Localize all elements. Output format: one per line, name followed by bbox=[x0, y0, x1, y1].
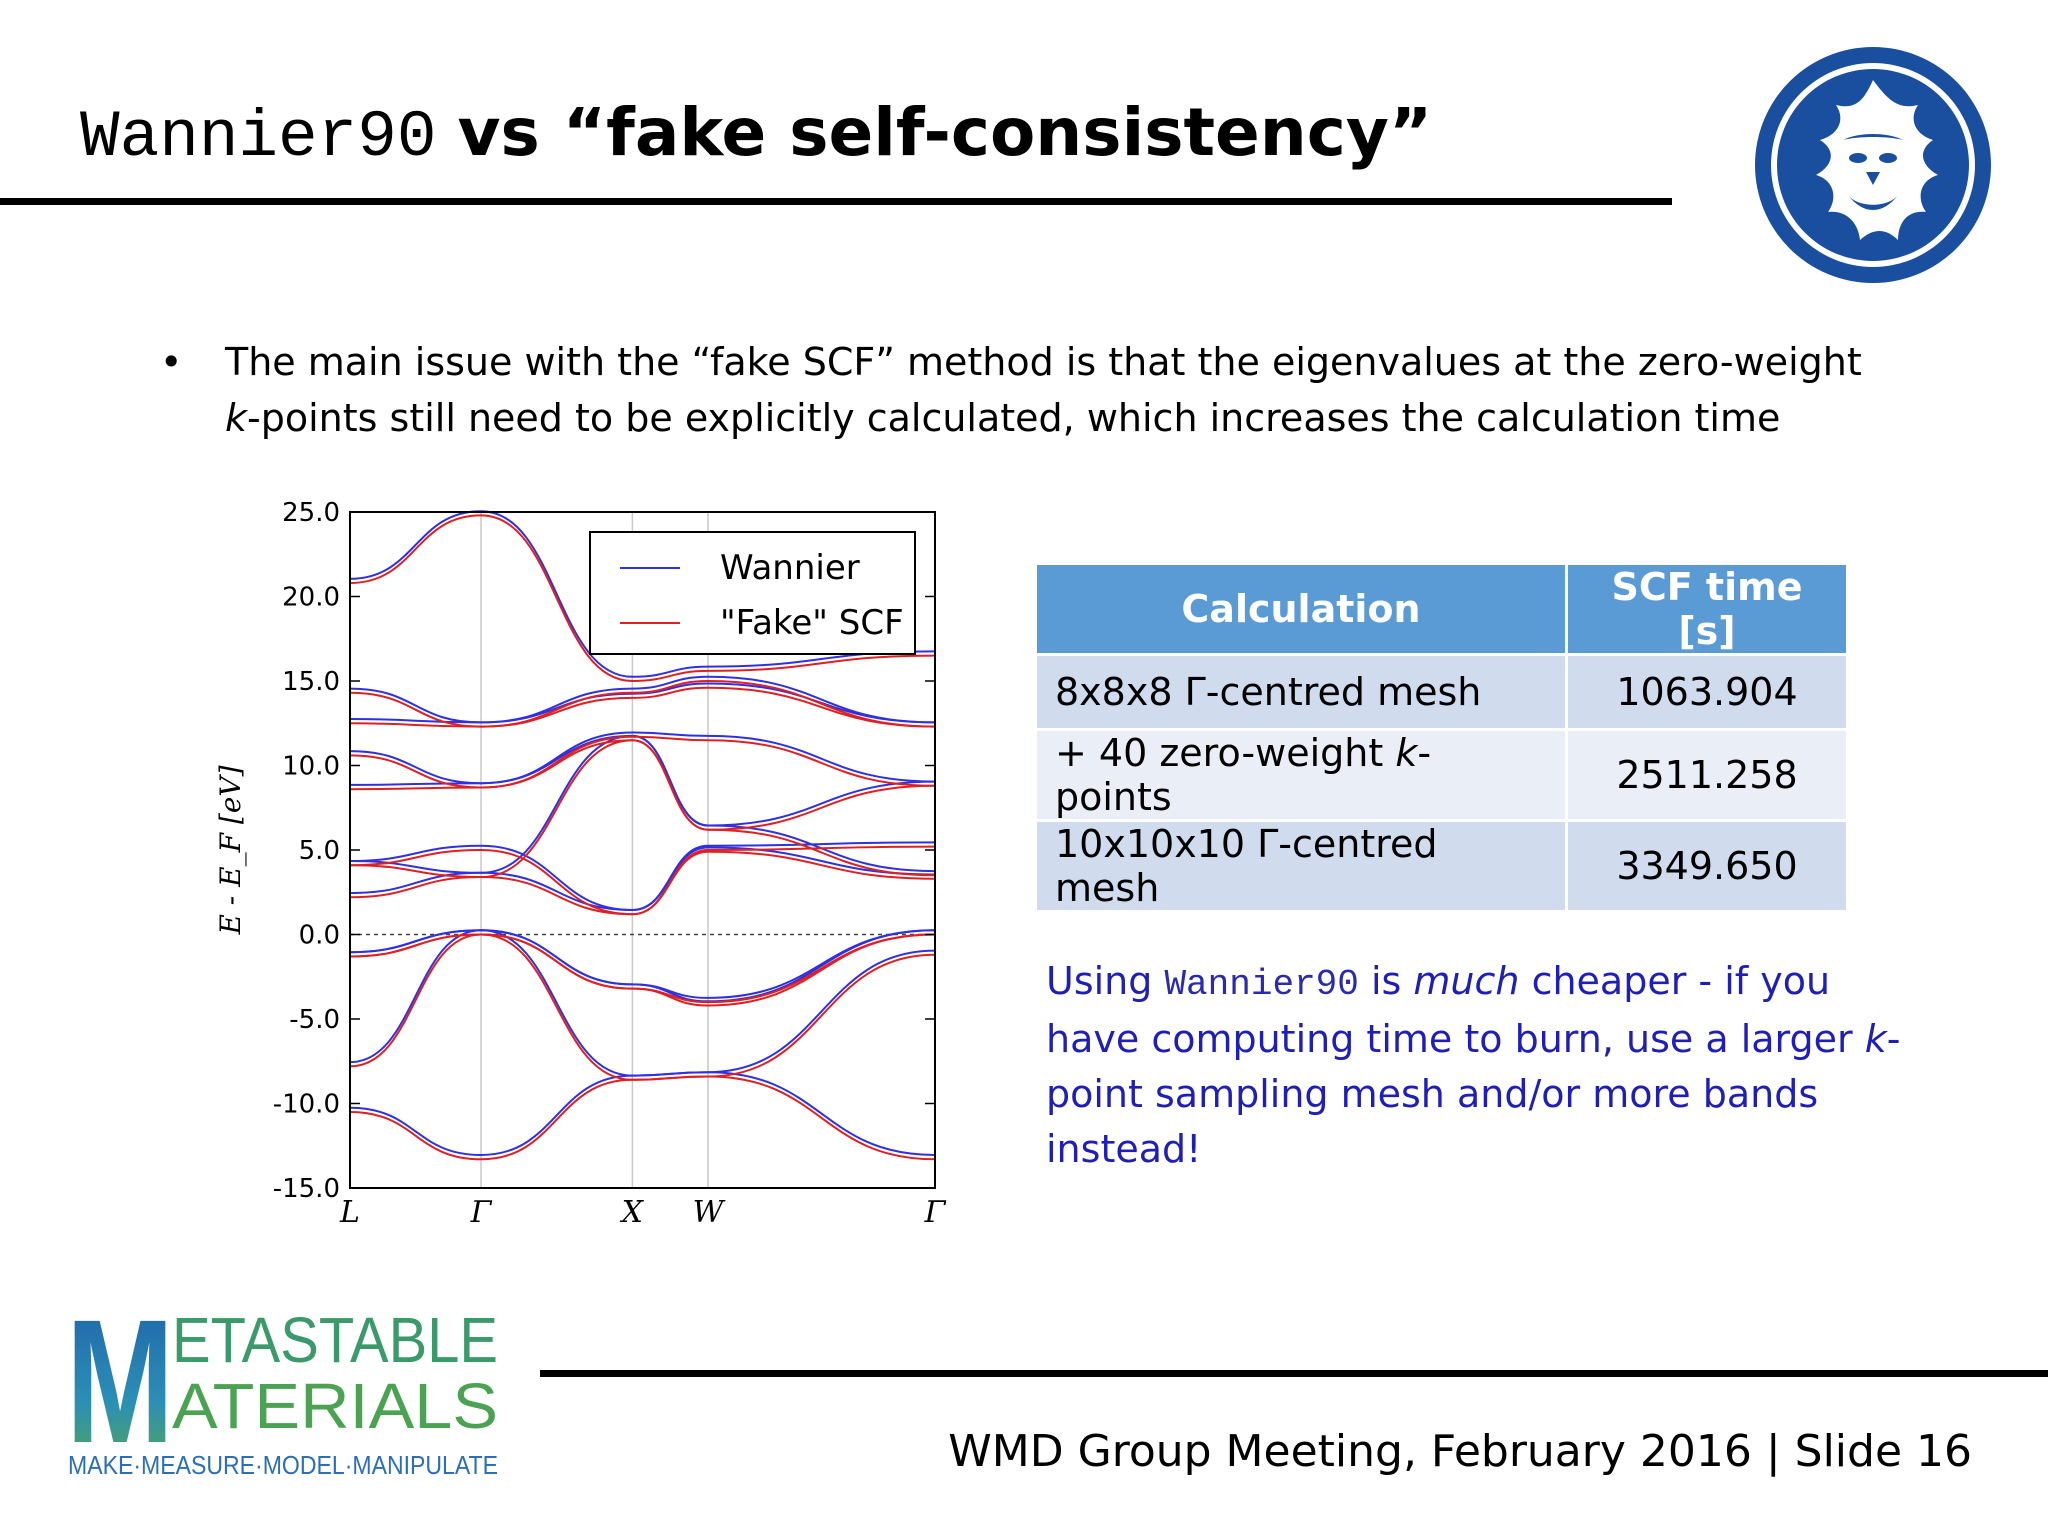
x-tick-label: L bbox=[339, 1195, 360, 1230]
scf-time-table: Calculation SCF time [s] 8x8x8 Γ-centred… bbox=[1034, 562, 1849, 913]
x-tick-label: Γ bbox=[924, 1195, 947, 1230]
conclusion-note: Using Wannier90 is much cheaper - if you… bbox=[1046, 959, 1901, 1171]
wannier-band-line bbox=[349, 1071, 936, 1157]
cell-time: 1063.904 bbox=[1568, 656, 1846, 728]
table-row: 10x10x10 Γ-centred mesh 3349.650 bbox=[1037, 822, 1846, 910]
bullet-text: The main issue with the “fake SCF” metho… bbox=[225, 340, 1862, 440]
cell-time: 2511.258 bbox=[1568, 731, 1846, 819]
legend-label: "Fake" SCF bbox=[720, 603, 904, 643]
y-axis-label: E - E_F [eV] bbox=[214, 765, 247, 935]
footer-text: WMD Group Meeting, February 2016 | Slide… bbox=[948, 1426, 1972, 1477]
bullet-point: • The main issue with the “fake SCF” met… bbox=[160, 334, 1900, 446]
logo-line1: ETASTABLE bbox=[172, 1304, 498, 1376]
fake-scf-band-line bbox=[349, 933, 936, 1004]
logo-big-letter: M bbox=[66, 1304, 174, 1479]
title-bold: vs “fake self-consistency” bbox=[457, 94, 1433, 171]
table-row: + 40 zero-weight k-points 2511.258 bbox=[1037, 731, 1846, 819]
x-tick-label: X bbox=[620, 1195, 645, 1230]
fake-scf-band-line bbox=[349, 686, 936, 728]
table-header-row: Calculation SCF time [s] bbox=[1037, 565, 1846, 653]
title-mono: Wannier90 bbox=[80, 100, 437, 175]
footer-divider bbox=[540, 1370, 2048, 1377]
wannier-band-line bbox=[349, 929, 936, 999]
metastable-materials-logo: M ETASTABLE ATERIALS MAKE·MEASURE·MODEL·… bbox=[66, 1304, 498, 1479]
fake-scf-band-line bbox=[349, 739, 936, 831]
cell-calc: 10x10x10 Γ-centred mesh bbox=[1037, 822, 1565, 910]
title-divider bbox=[0, 198, 1672, 205]
y-tick-label: 5.0 bbox=[299, 836, 340, 866]
y-tick-label: 15.0 bbox=[282, 667, 340, 697]
legend-box bbox=[589, 531, 916, 655]
bullet-symbol: • bbox=[160, 340, 183, 384]
y-tick-label: 20.0 bbox=[282, 583, 340, 613]
logo-line2: ATERIALS bbox=[172, 1370, 498, 1442]
x-tick-label: Γ bbox=[470, 1195, 493, 1230]
y-tick-label: 0.0 bbox=[299, 921, 340, 951]
wannier-band-line bbox=[349, 510, 936, 678]
fake-scf-band-line bbox=[349, 739, 936, 879]
legend-label: Wannier bbox=[720, 548, 860, 588]
university-seal-logo bbox=[1755, 47, 1991, 283]
wannier-band-line bbox=[349, 675, 936, 724]
fake-scf-band-line bbox=[349, 735, 936, 789]
header-scf-time: SCF time [s] bbox=[1568, 565, 1846, 653]
table-row: 8x8x8 Γ-centred mesh 1063.904 bbox=[1037, 656, 1846, 728]
header-calculation: Calculation bbox=[1037, 565, 1565, 653]
y-tick-label: 25.0 bbox=[282, 498, 340, 528]
fake-scf-band-line bbox=[349, 514, 936, 683]
fake-scf-band-line bbox=[349, 845, 936, 916]
cell-calc: + 40 zero-weight k-points bbox=[1037, 731, 1565, 819]
wannier-band-line bbox=[349, 731, 936, 785]
y-tick-label: -10.0 bbox=[273, 1090, 340, 1120]
logo-tagline: MAKE·MEASURE·MODEL·MANIPULATE bbox=[68, 1450, 498, 1479]
y-tick-label: -15.0 bbox=[273, 1174, 340, 1204]
band-structure-chart: 25.0 20.0 15.0 10.0 5.0 0.0 -5.0 -10.0 -15.0L Γ X W… bbox=[214, 498, 947, 1230]
y-tick-label: 10.0 bbox=[282, 752, 340, 782]
fake-scf-band-line bbox=[349, 679, 936, 728]
x-tick-label: W bbox=[693, 1195, 726, 1230]
cell-time: 3349.650 bbox=[1568, 822, 1846, 910]
cell-calc: 8x8x8 Γ-centred mesh bbox=[1037, 656, 1565, 728]
slide-title: Wannier90 vs “fake self-consistency” bbox=[80, 88, 1432, 178]
fake-scf-band-line bbox=[349, 1075, 936, 1161]
y-tick-label: -5.0 bbox=[289, 1005, 340, 1035]
wannier-band-line bbox=[349, 929, 936, 1077]
